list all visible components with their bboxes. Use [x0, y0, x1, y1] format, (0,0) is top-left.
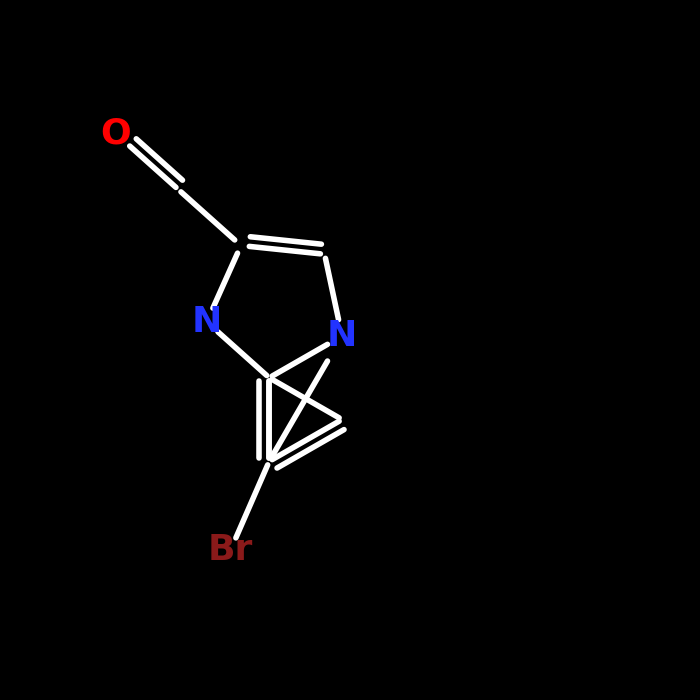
Text: O: O — [101, 117, 132, 150]
Text: N: N — [192, 305, 222, 339]
Text: N: N — [327, 319, 357, 353]
Text: Br: Br — [208, 533, 253, 567]
